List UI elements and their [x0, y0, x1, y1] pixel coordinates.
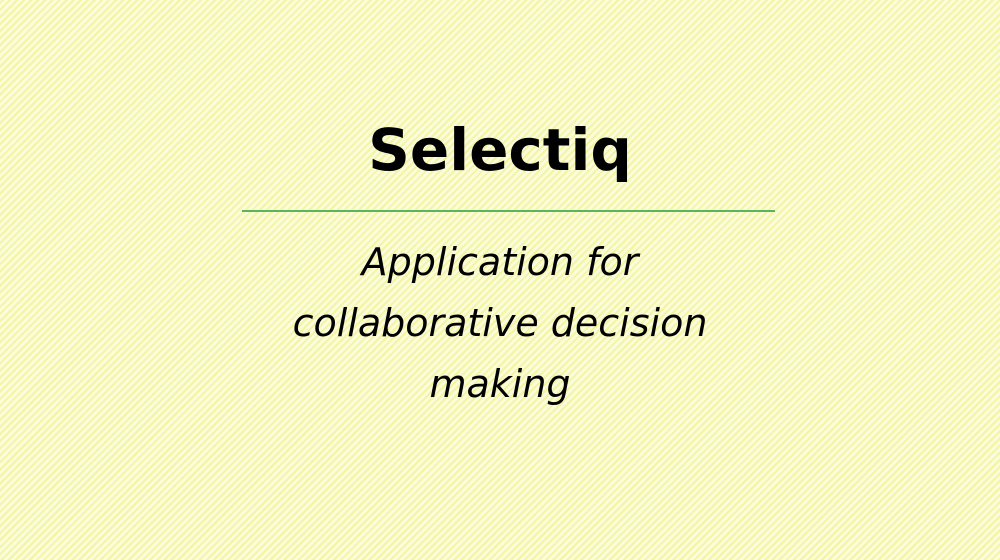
title-divider [242, 210, 775, 212]
slide-subtitle: Application for collaborative decision m… [200, 232, 800, 415]
subtitle-line-2: collaborative decision [292, 301, 708, 345]
slide-title: Selectiq [368, 116, 632, 184]
subtitle-line-3: making [429, 362, 571, 406]
subtitle-line-1: Application for [361, 240, 639, 284]
